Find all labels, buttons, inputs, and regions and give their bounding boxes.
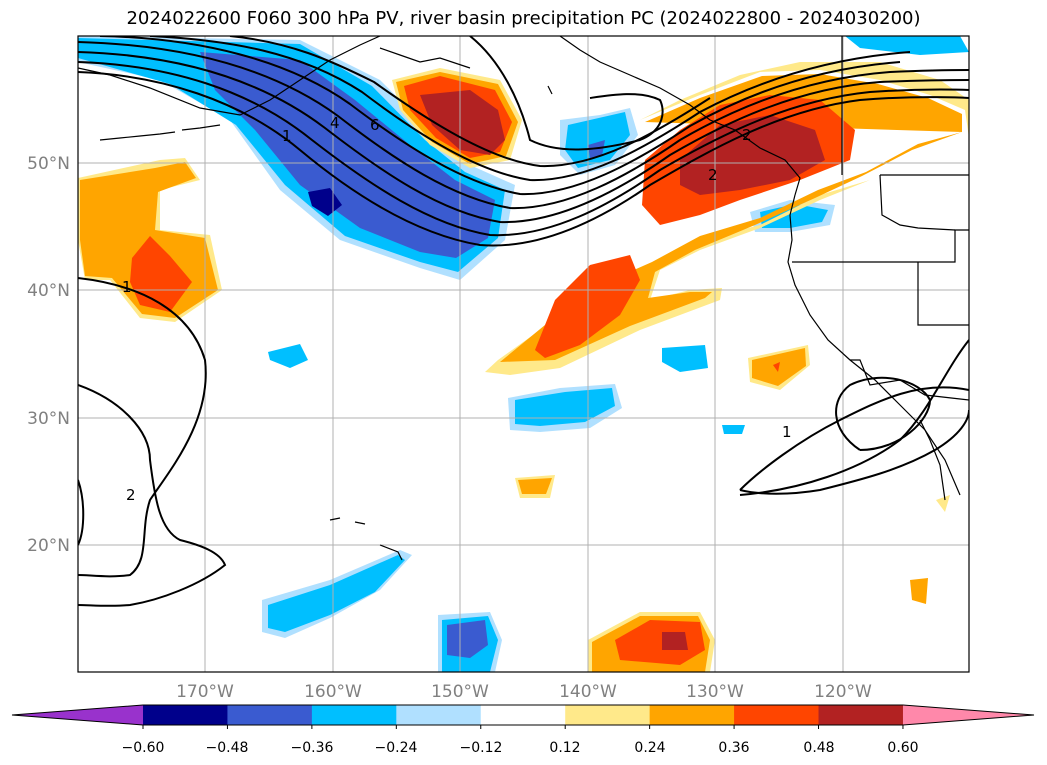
contour-labels: 1 4 6 2 2 1 2 1 bbox=[122, 114, 792, 504]
colorbar-swatch bbox=[227, 705, 313, 725]
colorbar-swatch bbox=[818, 705, 904, 725]
lon-tick-label: 130°W bbox=[686, 682, 744, 702]
colorbar-tick-label: −0.60 bbox=[122, 740, 165, 756]
colorbar-tick-label: −0.36 bbox=[291, 740, 334, 756]
contour-label: 1 bbox=[282, 127, 292, 145]
graticule bbox=[78, 36, 969, 672]
map-frame bbox=[77, 35, 970, 673]
colorbar-tick-label: −0.24 bbox=[375, 740, 418, 756]
colorbar-swatch bbox=[649, 705, 735, 725]
lon-tick-label: 120°W bbox=[814, 682, 872, 702]
colorbar-swatch bbox=[480, 705, 566, 725]
colorbar-tick-label: −0.48 bbox=[206, 740, 249, 756]
figure-title: 2024022600 F060 300 hPa PV, river basin … bbox=[126, 8, 921, 29]
contour-label: 2 bbox=[742, 126, 752, 144]
contour-label: 2 bbox=[708, 166, 718, 184]
map-area bbox=[78, 36, 969, 672]
colorbar-swatch bbox=[143, 705, 228, 725]
pv-contours bbox=[78, 36, 969, 607]
colorbar-swatch bbox=[734, 705, 820, 725]
lon-tick-label: 160°W bbox=[304, 682, 362, 702]
colorbar-tick-label: 0.36 bbox=[718, 740, 749, 756]
positive-band-northeast bbox=[485, 62, 969, 375]
lon-tick-label: 140°W bbox=[559, 682, 617, 702]
colorbar-swatch bbox=[565, 705, 651, 725]
contour-label: 1 bbox=[782, 423, 792, 441]
lon-tick-label: 150°W bbox=[431, 682, 489, 702]
colorbar-tick-label: 0.48 bbox=[803, 740, 834, 756]
lat-tick-labels: 50°N 40°N 30°N 20°N bbox=[27, 154, 70, 556]
colorbar-swatches bbox=[11, 704, 1035, 729]
colorbar-extend-max bbox=[902, 705, 1034, 725]
colorbar-tick-labels: −0.60 −0.48 −0.36 −0.24 −0.12 0.12 0.24 … bbox=[122, 740, 919, 756]
contour-label: 4 bbox=[330, 114, 340, 132]
colorbar-swatch bbox=[311, 705, 397, 725]
colorbar-tick-label: 0.24 bbox=[634, 740, 665, 756]
lat-tick-label: 50°N bbox=[27, 154, 70, 174]
colorbar-tick-label: 0.12 bbox=[549, 740, 580, 756]
lat-tick-label: 30°N bbox=[27, 409, 70, 429]
colorbar-tick-label: 0.60 bbox=[887, 740, 918, 756]
colorbar-extend-min bbox=[12, 705, 143, 725]
contour-label: 1 bbox=[122, 278, 132, 296]
lon-tick-label: 170°W bbox=[176, 682, 234, 702]
lat-tick-label: 40°N bbox=[27, 281, 70, 301]
lat-tick-label: 20°N bbox=[27, 536, 70, 556]
colorbar-swatch bbox=[396, 705, 482, 725]
colorbar-tick-label: −0.12 bbox=[460, 740, 503, 756]
colorbar: −0.60 −0.48 −0.36 −0.24 −0.12 0.12 0.24 … bbox=[11, 704, 1035, 756]
lon-tick-labels: 170°W 160°W 150°W 140°W 130°W 120°W bbox=[176, 682, 872, 702]
contour-label: 6 bbox=[370, 116, 380, 134]
contour-label: 2 bbox=[126, 486, 136, 504]
